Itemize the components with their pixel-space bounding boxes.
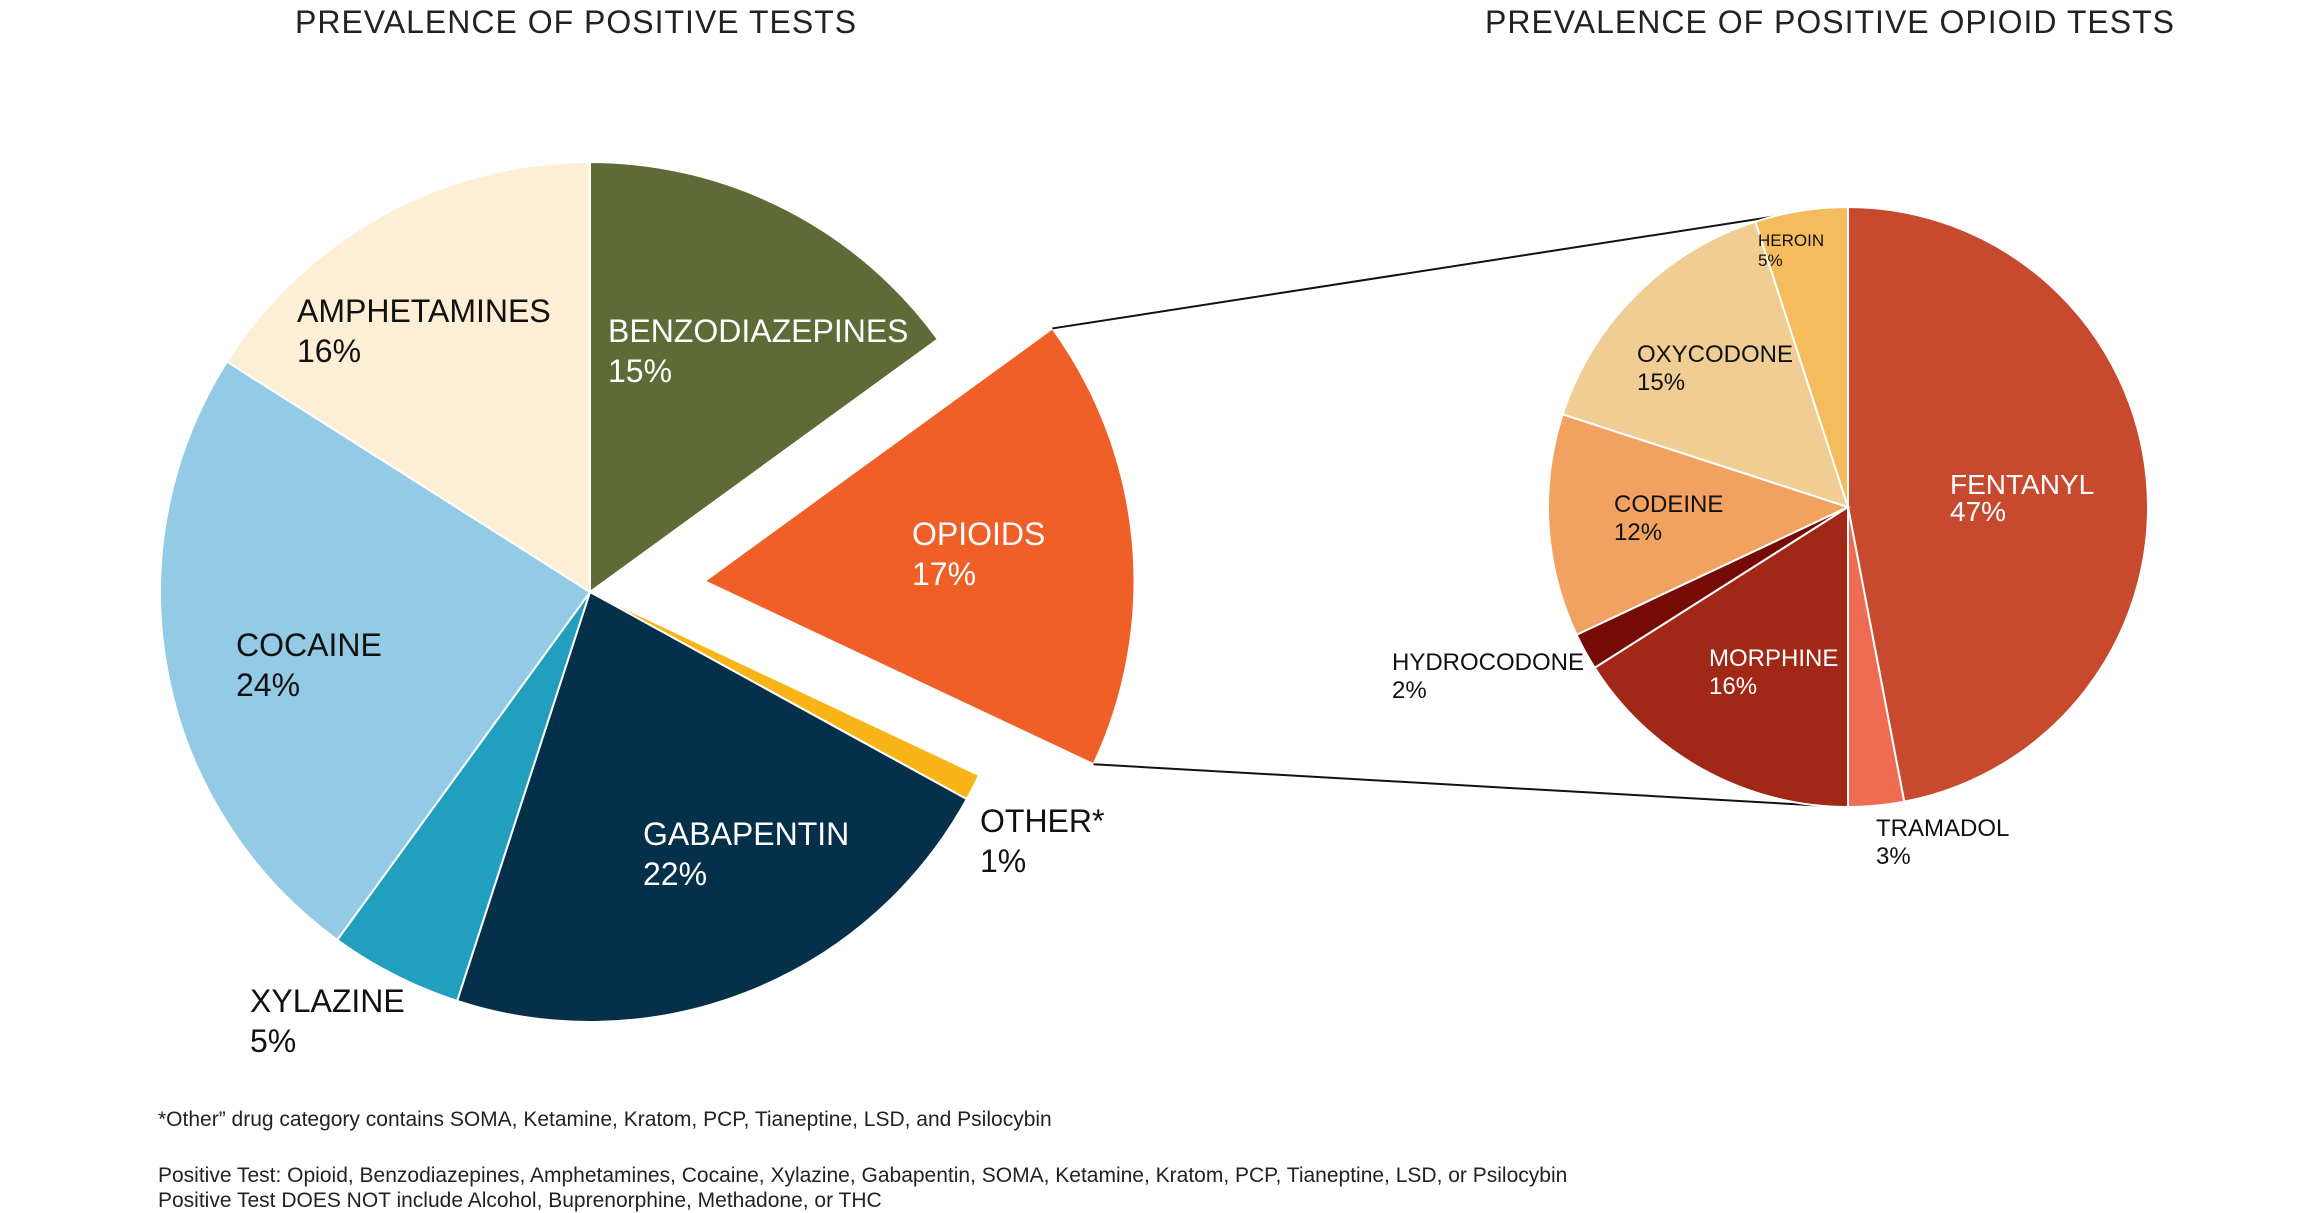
other-value-label: 1%: [980, 843, 1026, 879]
morphine-value-label: 16%: [1709, 673, 1757, 700]
codeine-slice: [1547, 413, 1851, 637]
connector-line-bottom: [1093, 763, 1828, 807]
opioids-slice: [702, 327, 1136, 766]
benzodiazepines-slice: [589, 160, 940, 594]
fentanyl-value-label: 47%: [1950, 496, 2006, 527]
right-chart-title: PREVALENCE OF POSITIVE OPIOID TESTS: [1485, 4, 2175, 40]
pie-charts: BENZODIAZEPINES 15% OPIOIDS 17% OTHER* 1% GABA…: [159, 160, 2150, 1059]
gabapentin-label: GABAPENTIN: [643, 816, 849, 852]
other-label: OTHER*: [980, 803, 1104, 839]
positive-tests-pie: BENZODIAZEPINES 15% OPIOIDS 17% OTHER* 1% GABA…: [159, 160, 1136, 1059]
tramadol-value-label: 3%: [1876, 843, 1911, 870]
codeine-label: CODEINE: [1614, 491, 1723, 518]
benzodiazepines-label: BENZODIAZEPINES: [608, 313, 909, 349]
footnote-not-included: Positive Test DOES NOT include Alcohol, …: [158, 1189, 882, 1212]
footnote-other: *Other” drug category contains SOMA, Ket…: [158, 1108, 1052, 1131]
fentanyl-label: FENTANYL: [1950, 469, 2094, 500]
connector-line-top: [1052, 211, 1804, 330]
benzodiazepines-value-label: 15%: [608, 353, 672, 389]
oxycodone-value-label: 15%: [1637, 369, 1685, 396]
hydrocodone-label: HYDROCODONE: [1392, 649, 1584, 676]
gabapentin-value-label: 22%: [643, 856, 707, 892]
cocaine-label: COCAINE: [236, 627, 382, 663]
oxycodone-slice: [1561, 220, 1850, 509]
amphetamines-value-label: 16%: [297, 333, 361, 369]
morphine-label: MORPHINE: [1709, 645, 1838, 672]
heroin-label: HEROIN: [1758, 231, 1824, 250]
gabapentin-slice: [455, 590, 969, 1023]
left-chart-title: PREVALENCE OF POSITIVE TESTS: [295, 4, 858, 40]
opioids-label: OPIOIDS: [912, 516, 1045, 552]
heroin-slice: [1754, 205, 1849, 508]
oxycodone-label: OXYCODONE: [1637, 341, 1793, 368]
opioids-value-label: 17%: [912, 556, 976, 592]
amphetamines-label: AMPHETAMINES: [297, 293, 551, 329]
codeine-value-label: 12%: [1614, 519, 1662, 546]
cocaine-slice: [159, 360, 592, 942]
cocaine-value-label: 24%: [236, 667, 300, 703]
xylazine-value-label: 5%: [250, 1023, 296, 1059]
tramadol-label: TRAMADOL: [1876, 815, 2009, 842]
morphine-slice: [1593, 505, 1849, 809]
fentanyl-slice: [1847, 205, 2150, 803]
amphetamines-slice: [225, 160, 591, 594]
heroin-value-label: 5%: [1758, 251, 1783, 270]
footnote-positive-test: Positive Test: Opioid, Benzodiazepines, …: [158, 1164, 1568, 1187]
pie-connector-lines: [1052, 211, 1828, 807]
xylazine-label: XYLAZINE: [250, 983, 405, 1019]
hydrocodone-value-label: 2%: [1392, 677, 1427, 704]
